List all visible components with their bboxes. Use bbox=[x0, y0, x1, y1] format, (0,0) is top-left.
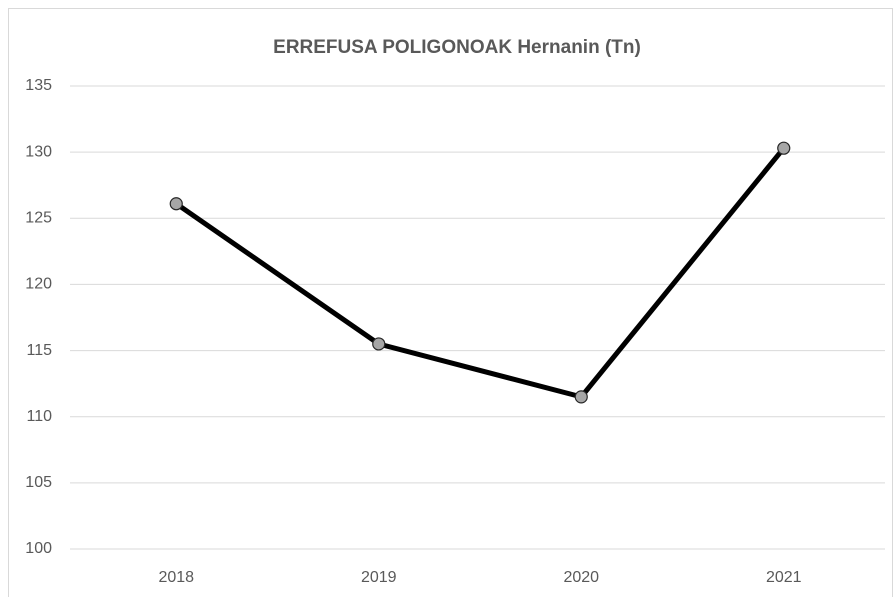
chart-title: ERREFUSA POLIGONOAK Hernanin (Tn) bbox=[273, 37, 641, 58]
y-tick-label: 120 bbox=[25, 276, 52, 293]
x-tick-label: 2018 bbox=[158, 569, 194, 586]
x-tick-label: 2019 bbox=[361, 569, 397, 586]
data-point bbox=[777, 141, 791, 155]
y-tick-label: 115 bbox=[26, 342, 52, 359]
y-tick-label: 130 bbox=[25, 143, 52, 160]
y-tick-label: 125 bbox=[25, 210, 52, 227]
y-tick-label: 135 bbox=[25, 77, 52, 94]
chart-frame bbox=[8, 8, 893, 597]
x-tick-label: 2020 bbox=[563, 569, 599, 586]
y-tick-label: 105 bbox=[25, 474, 52, 491]
data-line bbox=[174, 146, 786, 400]
y-tick-label: 110 bbox=[26, 408, 52, 425]
data-point bbox=[169, 197, 183, 211]
y-tick-label: 100 bbox=[25, 540, 52, 557]
data-point bbox=[372, 337, 386, 351]
x-tick-label: 2021 bbox=[766, 569, 802, 586]
data-point bbox=[574, 390, 588, 404]
